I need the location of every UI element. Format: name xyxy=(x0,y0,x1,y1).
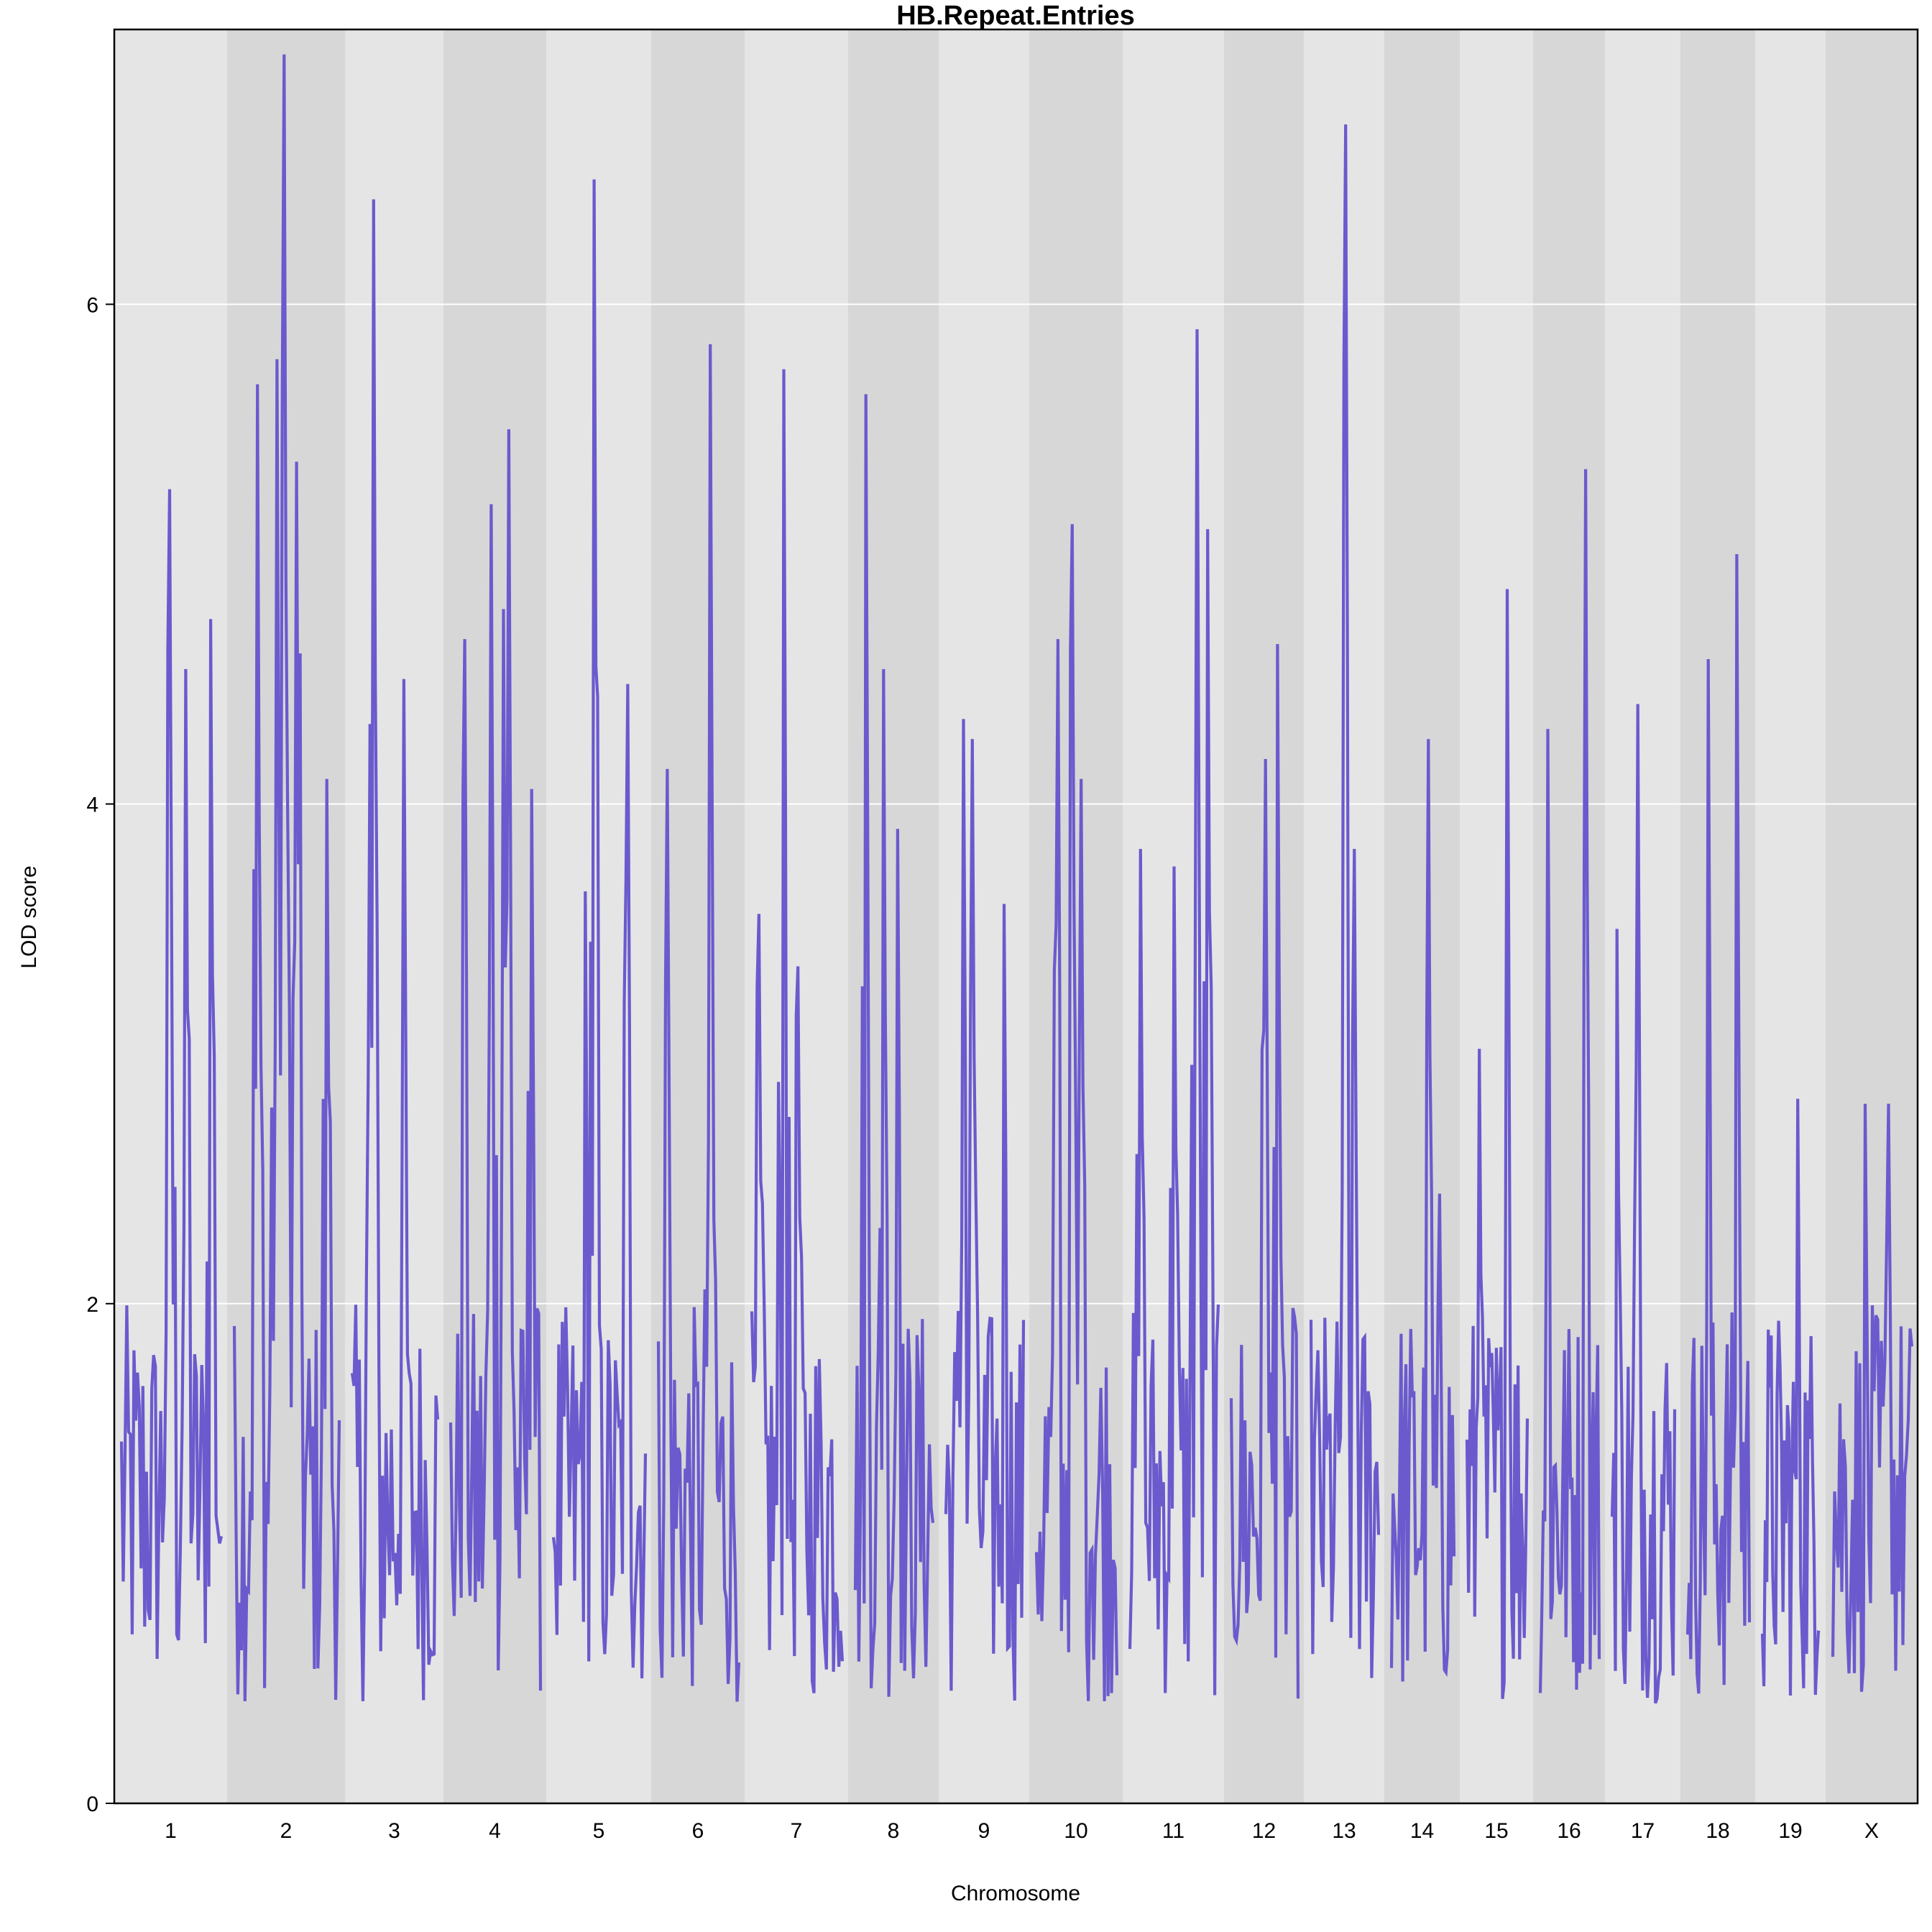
x-tick-label: 15 xyxy=(1484,1819,1508,1843)
x-axis: 1 2 3 4 5 6 7 8 9 10 11 12 13 14 15 16 17 18 19 X xyxy=(165,1819,1879,1843)
y-tick-label: 6 xyxy=(86,293,98,317)
x-tick-label: 9 xyxy=(978,1819,990,1843)
x-tick-label: 6 xyxy=(692,1819,704,1843)
x-tick-label: 11 xyxy=(1162,1819,1184,1843)
y-tick-label: 0 xyxy=(86,1793,98,1816)
plot-frame xyxy=(113,28,1919,1805)
x-tick-label: 8 xyxy=(888,1819,900,1843)
x-tick-label: 10 xyxy=(1064,1819,1087,1843)
x-tick-label: 2 xyxy=(280,1819,293,1843)
x-tick-label: 7 xyxy=(791,1819,803,1843)
x-axis-label: Chromosome xyxy=(951,1882,1080,1905)
x-tick-label: 5 xyxy=(593,1819,605,1843)
x-tick-label: 18 xyxy=(1706,1819,1729,1843)
y-axis: 0 2 4 6 xyxy=(86,293,114,1816)
lod-curve xyxy=(119,54,1914,1704)
y-axis-label: LOD score xyxy=(17,865,41,968)
x-tick-label: 14 xyxy=(1410,1819,1434,1843)
y-tick-label: 2 xyxy=(86,1293,98,1317)
x-tick-label: 3 xyxy=(388,1819,400,1843)
x-tick-label: 17 xyxy=(1631,1819,1655,1843)
x-tick-label: 1 xyxy=(165,1819,177,1843)
x-tick-label: 4 xyxy=(489,1819,501,1843)
x-tick-label: 19 xyxy=(1778,1819,1802,1843)
x-tick-label: X xyxy=(1864,1819,1879,1843)
x-tick-label: 16 xyxy=(1557,1819,1581,1843)
y-tick-label: 4 xyxy=(86,794,98,817)
x-tick-label: 12 xyxy=(1252,1819,1276,1843)
x-tick-label: 13 xyxy=(1332,1819,1356,1843)
chart-title: HB.Repeat.Entries xyxy=(896,1,1135,31)
